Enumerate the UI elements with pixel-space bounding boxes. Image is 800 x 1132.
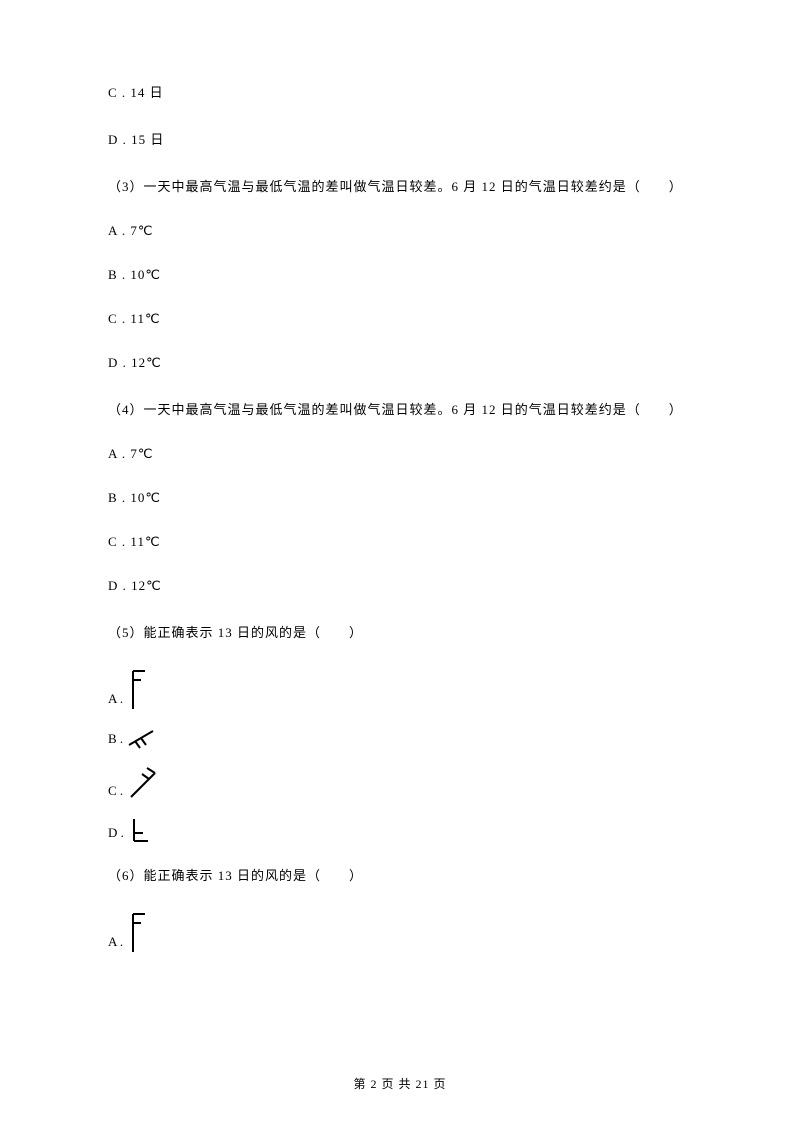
wind-icon-north <box>127 912 149 952</box>
q5-option-c: C . <box>108 767 692 801</box>
q5-option-a-label: A . <box>108 691 123 709</box>
q5-option-b: B . <box>108 727 692 749</box>
question-3-prompt: （3）一天中最高气温与最低气温的差叫做气温日较差。6 月 12 日的气温日较差约… <box>108 176 692 195</box>
q5-option-a: A . <box>108 669 692 709</box>
question-4-prompt: （4）一天中最高气温与最低气温的差叫做气温日较差。6 月 12 日的气温日较差约… <box>108 399 692 418</box>
q3-option-a: A . 7℃ <box>108 223 692 239</box>
q6-option-a-label: A . <box>108 934 123 952</box>
q6-option-a: A . <box>108 912 692 952</box>
q5-option-d-label: D . <box>108 825 124 843</box>
page-footer: 第 2 页 共 21 页 <box>0 1075 800 1092</box>
wind-icon-northeast <box>127 767 161 801</box>
question-5-prompt: （5）能正确表示 13 日的风的是（ ） <box>108 622 692 641</box>
q4-option-c: C . 11℃ <box>108 534 692 550</box>
q3-option-b: B . 10℃ <box>108 267 692 283</box>
question-6-prompt: （6）能正确表示 13 日的风的是（ ） <box>108 865 692 884</box>
q4-option-b: B . 10℃ <box>108 490 692 506</box>
wind-icon-north <box>127 669 149 709</box>
q5-option-d: D . <box>108 819 692 843</box>
q5-option-b-label: B . <box>108 731 123 749</box>
q4-option-a: A . 7℃ <box>108 446 692 462</box>
q4-option-d: D . 12℃ <box>108 578 692 594</box>
q5-option-c-label: C . <box>108 783 123 801</box>
option-c: C . 14 日 <box>108 82 692 101</box>
q3-option-c: C . 11℃ <box>108 311 692 327</box>
wind-icon-south <box>128 819 152 843</box>
option-d: D . 15 日 <box>108 129 692 148</box>
wind-icon-northwest <box>127 727 157 749</box>
q3-option-d: D . 12℃ <box>108 355 692 371</box>
